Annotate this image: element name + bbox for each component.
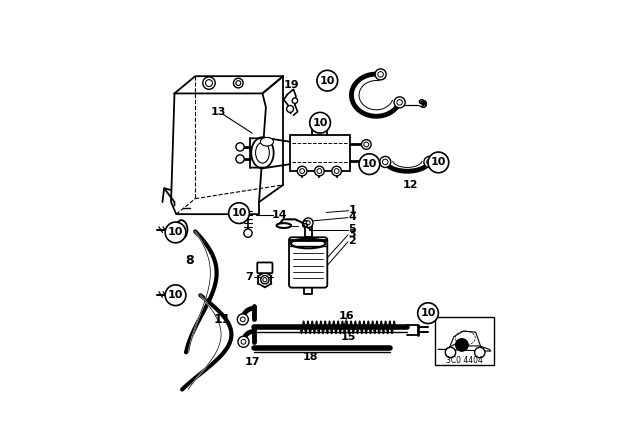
Circle shape (236, 155, 244, 163)
Circle shape (241, 317, 245, 322)
Circle shape (205, 80, 212, 86)
Text: 17: 17 (244, 358, 260, 367)
Text: 10: 10 (312, 118, 328, 128)
Circle shape (260, 276, 269, 284)
Circle shape (445, 347, 456, 358)
Ellipse shape (260, 138, 273, 146)
Text: 6: 6 (300, 220, 308, 229)
Circle shape (397, 99, 403, 105)
Circle shape (380, 156, 391, 168)
Text: 7: 7 (244, 272, 253, 282)
Circle shape (228, 203, 250, 224)
Circle shape (203, 77, 215, 89)
Bar (290, 135, 351, 171)
Text: 19: 19 (284, 81, 300, 90)
Ellipse shape (316, 117, 323, 121)
Circle shape (306, 221, 310, 225)
Text: 2: 2 (348, 236, 356, 246)
Text: 11: 11 (214, 313, 232, 326)
Circle shape (378, 72, 383, 77)
Bar (435, 317, 494, 365)
Circle shape (317, 70, 338, 91)
Circle shape (236, 81, 241, 86)
Text: 5: 5 (348, 224, 356, 234)
Circle shape (317, 168, 322, 173)
Ellipse shape (312, 116, 327, 123)
Text: 4: 4 (348, 211, 356, 222)
Text: 1: 1 (349, 205, 356, 215)
Circle shape (292, 98, 298, 103)
Circle shape (424, 156, 435, 168)
Circle shape (298, 166, 307, 176)
Circle shape (334, 168, 339, 173)
Text: 9: 9 (417, 99, 425, 109)
Circle shape (241, 340, 246, 344)
Circle shape (238, 336, 249, 347)
Ellipse shape (291, 239, 325, 248)
Ellipse shape (252, 137, 274, 168)
Circle shape (359, 154, 380, 174)
Circle shape (332, 166, 342, 176)
Circle shape (383, 159, 388, 165)
Circle shape (234, 78, 243, 88)
Circle shape (237, 314, 248, 325)
Circle shape (310, 112, 330, 133)
Circle shape (244, 229, 252, 237)
FancyBboxPatch shape (289, 237, 327, 288)
Ellipse shape (179, 224, 184, 235)
Ellipse shape (255, 142, 269, 163)
Text: 8: 8 (186, 254, 195, 267)
Text: 16: 16 (339, 311, 355, 321)
Circle shape (428, 152, 449, 173)
Text: 10: 10 (168, 290, 183, 300)
Circle shape (263, 278, 267, 282)
Text: 3: 3 (348, 229, 356, 239)
Circle shape (394, 97, 405, 108)
Text: 3C0 4404: 3C0 4404 (446, 356, 483, 365)
Circle shape (375, 69, 386, 80)
Text: 15: 15 (341, 332, 356, 342)
Text: 18: 18 (303, 352, 319, 362)
Circle shape (362, 156, 371, 165)
Circle shape (165, 285, 186, 306)
FancyBboxPatch shape (257, 263, 273, 273)
Text: 10: 10 (431, 157, 446, 168)
Circle shape (418, 303, 438, 323)
Circle shape (362, 140, 371, 149)
Text: 13: 13 (211, 108, 227, 117)
Circle shape (475, 347, 485, 358)
Text: 10: 10 (319, 76, 335, 86)
Ellipse shape (276, 223, 291, 228)
Circle shape (456, 339, 468, 351)
Ellipse shape (175, 220, 188, 239)
Text: 14: 14 (272, 210, 287, 220)
Circle shape (364, 158, 369, 163)
Circle shape (314, 166, 324, 176)
Circle shape (364, 142, 369, 147)
Text: 9: 9 (419, 100, 427, 110)
Text: 10: 10 (420, 308, 436, 318)
Circle shape (427, 159, 432, 165)
Circle shape (303, 218, 313, 228)
Circle shape (300, 168, 305, 173)
Circle shape (236, 143, 244, 151)
Text: 10: 10 (231, 208, 246, 218)
Circle shape (165, 222, 186, 243)
Text: 10: 10 (362, 159, 377, 169)
Text: 10: 10 (168, 228, 183, 237)
Text: 12: 12 (403, 180, 419, 190)
Circle shape (287, 106, 294, 112)
